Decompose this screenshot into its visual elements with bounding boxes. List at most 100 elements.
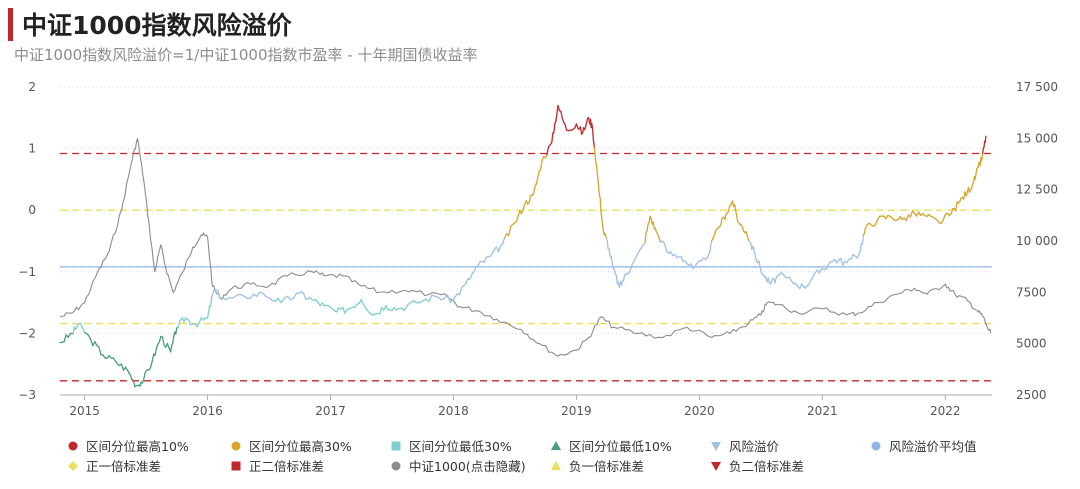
triangle-up-icon	[549, 440, 563, 452]
premium-segment	[360, 298, 364, 306]
premium-segment	[94, 341, 98, 347]
premium-segment	[177, 320, 181, 329]
premium-segment	[175, 326, 178, 335]
premium-segment	[557, 104, 561, 112]
premium-segment	[620, 280, 624, 286]
premium-segment	[458, 286, 463, 296]
premium-segment	[158, 335, 162, 343]
premium-segment	[150, 360, 153, 368]
x-tick-label: 2021	[807, 404, 838, 418]
premium-segment	[491, 248, 496, 254]
legend-label: 正二倍标准差	[249, 459, 325, 474]
premium-segment	[767, 277, 771, 284]
premium-segment	[465, 278, 469, 285]
legend-item[interactable]: 风险溢价平均值	[869, 436, 977, 455]
premium-segment	[680, 255, 684, 263]
legend-label: 区间分位最高10%	[86, 439, 189, 454]
circle-icon	[66, 440, 80, 452]
premium-segment	[79, 322, 84, 329]
premium-segment	[385, 305, 389, 311]
premium-segment	[598, 193, 601, 199]
legend-item[interactable]: 负一倍标准差	[549, 456, 644, 475]
premium-segment	[611, 262, 614, 270]
premium-segment	[615, 274, 619, 285]
chart-subtitle: 中证1000指数风险溢价=1/中证1000指数市盈率 - 十年期国债收益率	[14, 46, 478, 64]
premium-segment	[67, 333, 71, 338]
premium-segment	[449, 298, 455, 303]
legend-item[interactable]: 正二倍标准差	[229, 456, 324, 475]
circle-icon	[229, 440, 243, 452]
premium-segment	[984, 135, 987, 143]
premium-segment	[983, 140, 986, 148]
legend-item[interactable]: 区间分位最高30%	[229, 436, 352, 455]
legend-item[interactable]: 中证1000(点击隐藏)	[389, 456, 526, 475]
index-line	[59, 138, 992, 357]
premium-segment	[885, 214, 889, 220]
legend-label: 区间分位最低30%	[409, 439, 512, 454]
title-accent-bar	[8, 8, 13, 41]
premium-segment	[120, 363, 125, 371]
premium-segment	[864, 223, 869, 230]
premium-segment	[711, 236, 715, 242]
premium-segment	[631, 260, 635, 267]
premium-segment	[508, 225, 512, 237]
premium-segment	[655, 231, 660, 237]
premium-segment	[268, 297, 273, 301]
x-tick-label: 2020	[684, 404, 715, 418]
premium-segment	[610, 256, 613, 265]
premium-segment	[477, 260, 481, 267]
circle-icon	[389, 460, 403, 472]
legend-item[interactable]: 区间分位最高10%	[66, 436, 189, 455]
premium-segment	[303, 293, 307, 300]
premium-segment	[842, 260, 846, 266]
premium-segment	[646, 223, 649, 232]
premium-segment	[551, 132, 554, 144]
premium-segment	[622, 274, 626, 282]
premium-segment	[799, 283, 803, 290]
square-icon	[229, 460, 243, 472]
legend-item[interactable]: 区间分位最低10%	[549, 436, 672, 455]
legend-label: 负一倍标准差	[569, 459, 645, 474]
premium-segment	[637, 249, 641, 254]
y-right-tick-label: 15 000	[1016, 131, 1058, 145]
y-right-tick-label: 2500	[1016, 388, 1047, 402]
premium-segment	[560, 110, 563, 119]
legend-label: 区间分位最低10%	[569, 439, 672, 454]
legend-item[interactable]: 区间分位最低30%	[389, 436, 512, 455]
legend-item[interactable]: 正一倍标准差	[66, 456, 161, 475]
legend-item[interactable]: 负二倍标准差	[709, 456, 804, 475]
premium-segment	[473, 266, 477, 273]
premium-segment	[501, 236, 506, 245]
x-tick-label: 2016	[192, 404, 223, 418]
premium-segment	[652, 221, 655, 230]
y-left-tick-label: −3	[18, 388, 36, 402]
premium-segment	[591, 126, 595, 142]
premium-segment	[863, 228, 867, 234]
x-tick-label: 2018	[438, 404, 469, 418]
premium-segment	[606, 240, 609, 250]
premium-segment	[713, 229, 717, 238]
premium-segment	[90, 338, 94, 347]
y-left-tick-label: 0	[28, 203, 36, 217]
x-tick-label: 2015	[69, 404, 100, 418]
diamond-icon	[66, 460, 80, 472]
premium-segment	[274, 297, 279, 303]
premium-segment	[504, 233, 508, 239]
premium-segment	[286, 295, 292, 301]
premium-segment	[586, 117, 589, 123]
premium-segment	[198, 317, 203, 324]
premium-segment	[758, 260, 762, 270]
premium-segment	[657, 234, 662, 244]
premium-segment	[280, 297, 286, 304]
premium-segment	[406, 301, 412, 307]
x-tick-label: 2022	[930, 404, 961, 418]
premium-segment	[745, 231, 749, 238]
premium-segment	[497, 244, 502, 253]
premium-segment	[98, 346, 102, 356]
legend-item[interactable]: 风险溢价	[709, 436, 779, 455]
legend-label: 正一倍标准差	[86, 459, 162, 474]
premium-segment	[811, 273, 815, 279]
premium-segment	[670, 251, 674, 257]
premium-segment	[528, 195, 532, 204]
premium-segment	[170, 344, 173, 353]
